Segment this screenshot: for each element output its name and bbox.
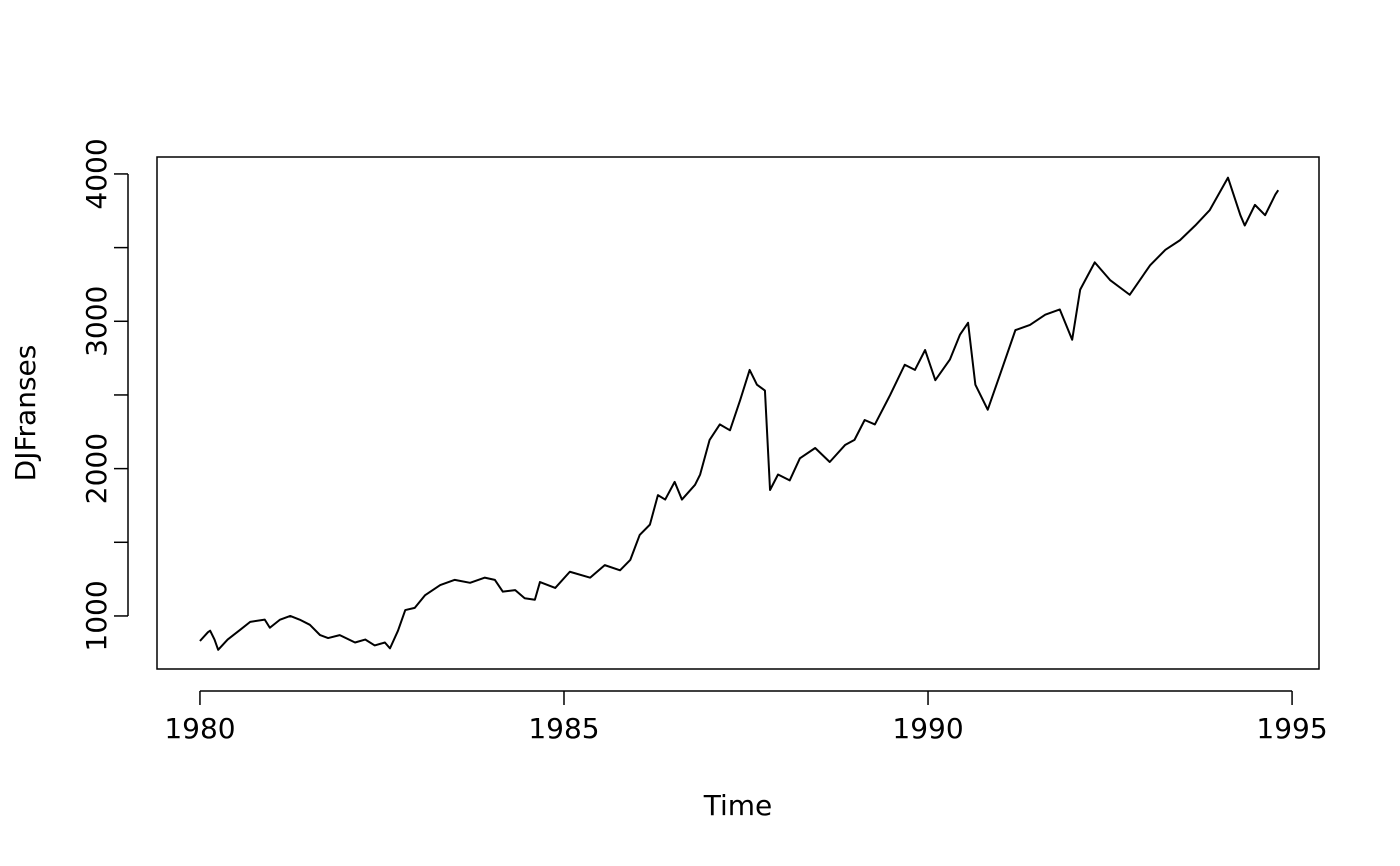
x-tick-label: 1995 — [1256, 712, 1327, 745]
y-tick-label: 3000 — [80, 286, 113, 357]
x-tick-label: 1990 — [892, 712, 963, 745]
y-axis-label: DJFranses — [9, 345, 42, 482]
x-tick-label: 1980 — [164, 712, 235, 745]
y-tick-label: 2000 — [80, 433, 113, 504]
y-tick-label: 1000 — [80, 580, 113, 651]
y-tick-label: 4000 — [80, 138, 113, 209]
x-tick-label: 1985 — [528, 712, 599, 745]
x-axis-label: Time — [703, 789, 773, 822]
plot-frame — [156, 156, 1320, 670]
series-line — [199, 176, 1280, 651]
